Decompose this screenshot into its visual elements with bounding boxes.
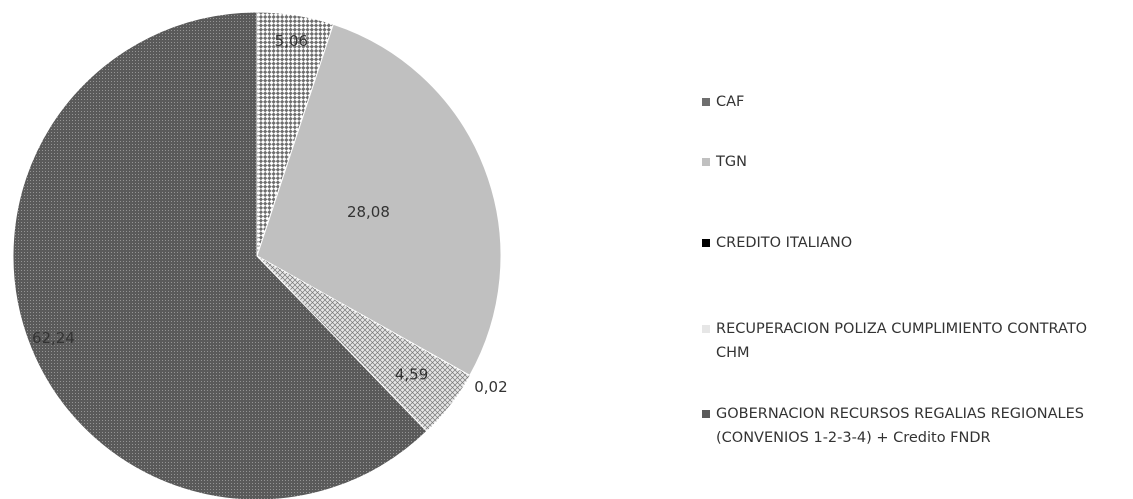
legend-item: TGN [698, 150, 1116, 174]
legend-item: CAF [698, 90, 1116, 114]
legend-label: TGN [716, 154, 747, 170]
legend-swatch [702, 98, 710, 106]
legend-swatch [702, 158, 710, 166]
legend-item: CREDITO ITALIANO [698, 231, 1116, 255]
data-label: 62,24 [32, 329, 75, 347]
legend-swatch [702, 410, 710, 418]
legend-swatch [702, 325, 710, 333]
legend-item: GOBERNACION RECURSOS REGALIAS REGIONALES… [698, 402, 1116, 450]
legend-label: CREDITO ITALIANO [716, 235, 853, 251]
legend-swatch [702, 239, 710, 247]
legend-label: RECUPERACION POLIZA CUMPLIMIENTO CONTRAT… [716, 321, 1088, 361]
data-label: 0,02 [474, 378, 507, 396]
legend-label: GOBERNACION RECURSOS REGALIAS REGIONALES… [716, 406, 1084, 446]
data-label: 28,08 [347, 203, 390, 221]
data-label: 5,06 [275, 32, 308, 50]
data-label: 4,59 [395, 366, 428, 384]
legend-label: CAF [716, 94, 745, 110]
legend-item: RECUPERACION POLIZA CUMPLIMIENTO CONTRAT… [698, 317, 1116, 365]
